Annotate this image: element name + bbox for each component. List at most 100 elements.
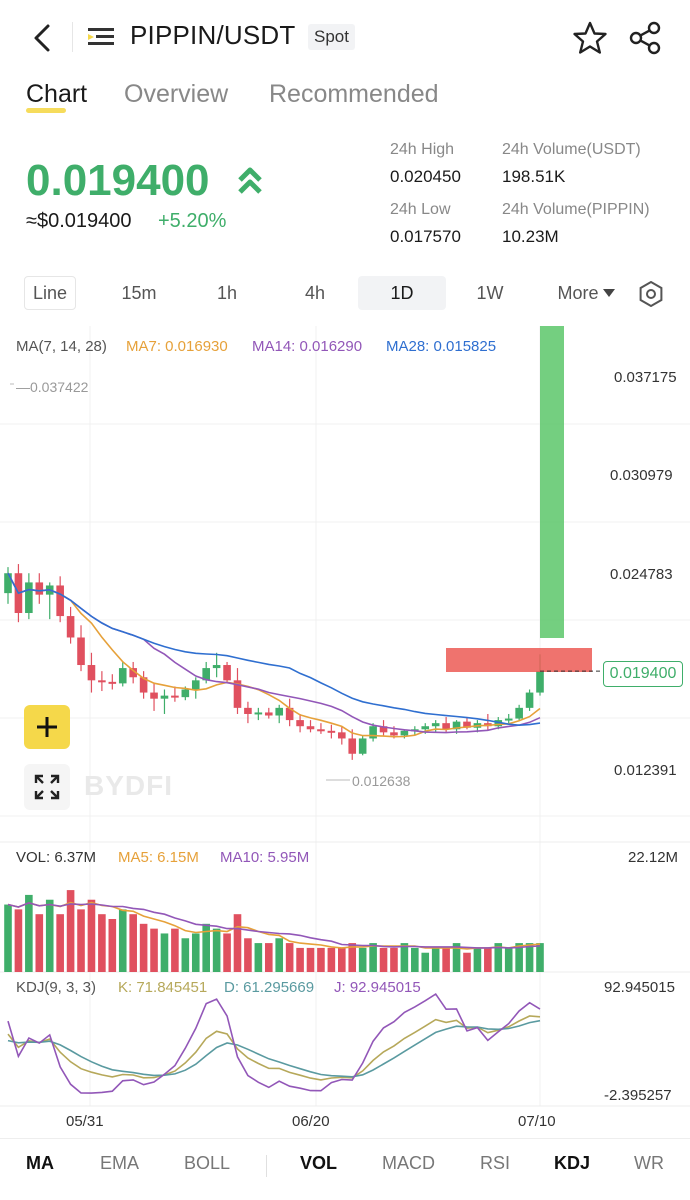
chart-settings-icon[interactable] [638, 281, 664, 307]
interval-1h[interactable]: 1h [216, 283, 238, 303]
volume-bar [181, 938, 190, 972]
volume-usdt-value: 198.51K [502, 167, 566, 186]
pair-list-icon[interactable] [88, 26, 114, 48]
volume-bar [139, 923, 148, 972]
indicator-divider [266, 1155, 267, 1177]
candle-body [285, 707, 294, 721]
vol-legend: VOL: 6.37M [16, 849, 97, 866]
candle-body [400, 730, 409, 736]
candle-body [233, 680, 242, 708]
interval-1w[interactable]: 1W [476, 283, 504, 303]
max-price-marker: —0.037422 [16, 379, 89, 395]
volume-bar [45, 899, 54, 972]
volume-bar [56, 914, 64, 972]
interval-1d[interactable]: 1D [358, 276, 446, 310]
indicator-boll[interactable]: BOLL [184, 1153, 231, 1173]
top-bar: PIPPIN/USDT Spot [0, 0, 690, 74]
watermark-text: BYDFI [84, 770, 173, 801]
candle-body [348, 738, 357, 754]
brand-watermark: BYDFI [84, 770, 173, 802]
kdj-j-line [7, 993, 541, 1094]
indicator-rsi[interactable]: RSI [480, 1153, 511, 1173]
date-label: 05/31 [66, 1113, 104, 1130]
share-icon[interactable] [628, 20, 662, 56]
tab-overview[interactable]: Overview [124, 80, 229, 108]
candle-body [515, 707, 523, 719]
volume-bar [348, 943, 357, 972]
candle-body [379, 726, 388, 733]
pair-title[interactable]: PIPPIN/USDT [130, 20, 296, 50]
candle-body [212, 665, 221, 669]
price-axis-label: 0.037175 [614, 369, 677, 386]
interval-15m[interactable]: 15m [121, 283, 157, 303]
volume-bar [25, 894, 33, 972]
fullscreen-button[interactable] [24, 764, 70, 810]
max-price-marker-value: 0.037422 [30, 379, 89, 395]
min-price-marker: 0.012638 [352, 773, 411, 789]
kdj-d-line [7, 1019, 541, 1078]
volume-bar [369, 943, 377, 972]
candle-body [139, 677, 148, 693]
candle-body [369, 726, 377, 739]
volume-bar [77, 909, 85, 972]
volume-bar [442, 947, 450, 972]
indicator-ma[interactable]: MA [26, 1153, 54, 1173]
volume-bar [536, 943, 544, 972]
indicator-vol[interactable]: VOL [300, 1153, 338, 1173]
annotation-red-bar [446, 648, 592, 672]
annotation-green-bar [540, 326, 564, 638]
favorite-star-icon[interactable] [572, 20, 608, 56]
volume-bar [264, 943, 273, 972]
volume-bar [515, 943, 523, 972]
volume-bar [358, 947, 367, 972]
indicator-kdj[interactable]: KDJ [554, 1153, 591, 1173]
caret-down-icon [602, 289, 615, 297]
candle-body [160, 695, 169, 699]
indicator-macd[interactable]: MACD [382, 1153, 435, 1173]
candle-body [327, 730, 336, 733]
candle-body [494, 720, 503, 727]
volume-bar [421, 952, 430, 972]
volume-bar [306, 947, 315, 972]
candle-body [421, 726, 430, 730]
volume-bar [338, 947, 346, 972]
back-icon[interactable] [26, 18, 58, 58]
high-label: 24h High [390, 141, 455, 158]
volume-bar [87, 899, 96, 972]
volume-bar [379, 947, 388, 972]
volume-bar [504, 947, 513, 972]
volume-usdt-label: 24h Volume(USDT) [502, 141, 641, 158]
kdj-k-legend: K: 71.845451 [118, 979, 208, 996]
interval-line[interactable]: Line [24, 276, 76, 310]
kdj-axis-max: 92.945015 [604, 979, 675, 996]
kdj-axis-min: -2.395257 [604, 1087, 672, 1104]
volume-bar [108, 919, 117, 972]
volume-bar [452, 943, 461, 972]
volume-bar [98, 914, 106, 972]
interval-bar: Line 15m 1h 4h 1D 1W More [0, 272, 690, 314]
candle-body [191, 680, 200, 690]
ma28-line [7, 572, 541, 727]
candle-body [223, 665, 231, 681]
price-usd: ≈$0.019400 [26, 210, 132, 232]
price-chart[interactable] [0, 326, 690, 1138]
tab-chart[interactable]: Chart [26, 80, 88, 108]
kdj-k-line [7, 1015, 541, 1081]
date-label: 07/10 [518, 1113, 556, 1130]
interval-4h[interactable]: 4h [304, 283, 326, 303]
candle-body [442, 723, 450, 730]
indicator-ema[interactable]: EMA [100, 1153, 140, 1173]
candle-body [4, 573, 12, 594]
indicator-wr[interactable]: WR [634, 1153, 664, 1173]
volume-bar [66, 890, 75, 972]
candle-body [431, 723, 440, 727]
add-button[interactable] [24, 705, 70, 749]
interval-more[interactable]: More [550, 276, 622, 310]
candle-body [504, 718, 513, 721]
volume-bar [14, 909, 23, 972]
plus-icon [37, 717, 57, 737]
date-label: 06/20 [292, 1113, 330, 1130]
tab-recommended[interactable]: Recommended [269, 80, 439, 108]
header-divider [72, 22, 73, 52]
price-axis-label: 0.012391 [614, 762, 677, 779]
